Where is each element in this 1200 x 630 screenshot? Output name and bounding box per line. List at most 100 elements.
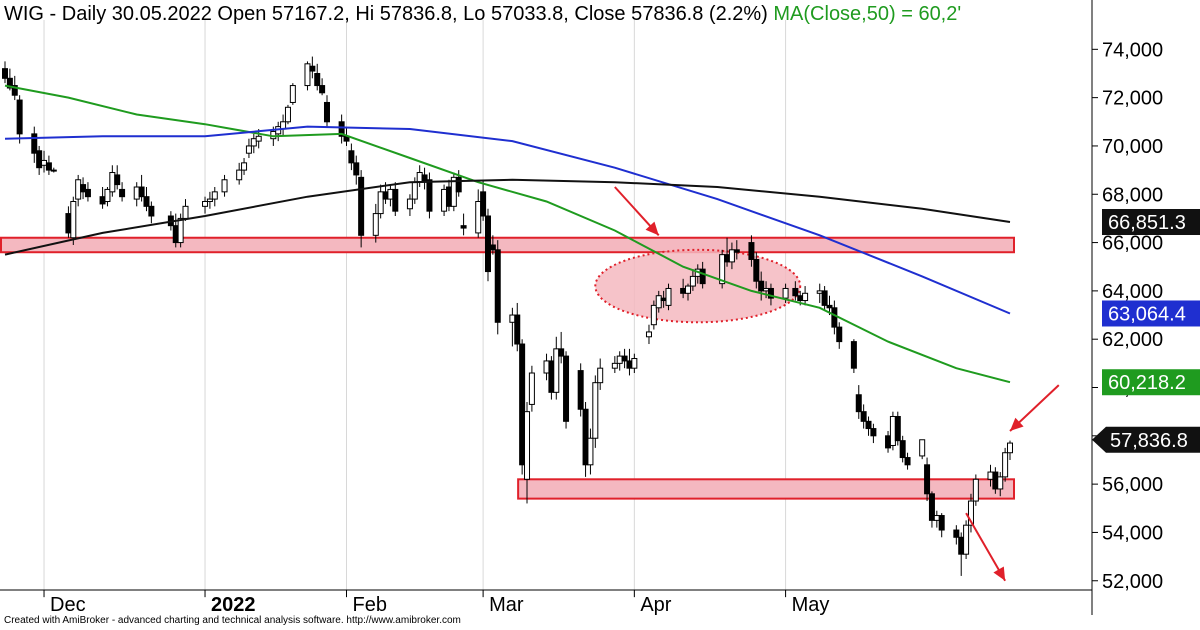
candle-down	[80, 184, 87, 193]
candle-down	[148, 205, 155, 217]
ma200-value-box	[1102, 209, 1200, 236]
candle-down	[36, 150, 43, 169]
candle-down	[519, 343, 526, 466]
candle-down	[114, 174, 121, 186]
candle-up	[304, 63, 311, 87]
candle-up	[763, 287, 770, 292]
candle-up	[41, 159, 48, 166]
candle-down	[621, 355, 628, 362]
candle-down	[65, 213, 72, 234]
candle-down	[699, 268, 706, 285]
chart-title: WIG - Daily 30.05.2022 Open 57167.2, Hi …	[4, 3, 1084, 26]
candle-up	[782, 287, 789, 299]
candle-up	[655, 295, 662, 309]
ma50-value-box	[1102, 369, 1200, 396]
candle-down	[2, 68, 8, 79]
candle-up	[997, 476, 1004, 490]
candle-down	[338, 121, 345, 137]
candle-up	[377, 191, 384, 215]
candle-down	[826, 304, 833, 309]
y-tick-label: 70,000	[1102, 136, 1163, 158]
y-tick-label: 54,000	[1102, 522, 1163, 544]
ma50-value-label: 60,218.2	[1108, 372, 1186, 394]
candle-down	[489, 244, 496, 251]
candle-down	[860, 411, 867, 422]
candle-up	[509, 314, 516, 323]
candle-down	[748, 242, 755, 260]
candle-up	[611, 362, 618, 369]
candle-down	[16, 99, 23, 135]
candle-up	[416, 172, 423, 183]
candle-down	[31, 133, 38, 154]
candle-up	[645, 331, 652, 338]
candle-down	[392, 188, 399, 212]
candle-down	[582, 408, 589, 466]
candle-up	[528, 372, 535, 405]
y-tick-label: 72,000	[1102, 88, 1163, 110]
candle-down	[484, 215, 491, 273]
candle-up	[1002, 452, 1009, 478]
candle-down	[11, 85, 18, 96]
candle-down	[119, 188, 126, 198]
candle-down	[733, 249, 740, 253]
last-close-label: 57,836.8	[1110, 430, 1188, 452]
candle-up	[919, 439, 926, 457]
candle-up	[816, 290, 823, 294]
candle-up	[372, 213, 379, 236]
candle-down	[445, 186, 452, 207]
candle-up	[889, 415, 896, 446]
candle-down	[899, 440, 906, 459]
candle-down	[323, 101, 330, 123]
candle-down	[865, 420, 872, 430]
candle-up	[543, 360, 550, 374]
candle-down	[6, 77, 13, 89]
y-tick-label: 74,000	[1102, 39, 1163, 61]
ma200-line	[4, 178, 1011, 256]
candle-down	[894, 415, 901, 442]
candle-up	[665, 287, 672, 306]
candle-up	[967, 500, 974, 526]
candle-down	[460, 225, 467, 229]
candle-down	[870, 428, 877, 437]
candle-up	[963, 524, 970, 555]
candle-up	[245, 145, 252, 154]
last-close-box	[1092, 426, 1200, 453]
x-tick-label: Feb	[353, 594, 387, 616]
candle-down	[855, 394, 862, 413]
candle-down	[724, 254, 731, 263]
candle-down	[885, 435, 892, 449]
candle-down	[353, 162, 360, 176]
candle-down	[758, 280, 765, 292]
axis-layer: 74,000 72,000 70,000 68,000 66,000 64,000 62,0…	[0, 0, 1200, 616]
candle-down	[767, 287, 774, 299]
candle-up	[289, 85, 296, 103]
candle-up	[597, 367, 604, 384]
candle-up	[284, 106, 291, 123]
candle-up	[255, 135, 262, 142]
candle-up	[650, 304, 657, 326]
candle-up	[241, 162, 248, 171]
candle-up	[75, 179, 82, 200]
candle-down	[358, 176, 365, 236]
candle-down	[480, 191, 487, 217]
candle-down	[953, 529, 960, 538]
candle-down	[382, 191, 389, 200]
candle-up	[70, 201, 77, 239]
candle-down	[792, 287, 799, 297]
candle-down	[172, 225, 179, 244]
candle-up	[109, 172, 116, 193]
arrow-down-head	[993, 566, 1006, 581]
candle-down	[831, 307, 838, 328]
candle-down	[958, 536, 965, 555]
candle-down	[494, 249, 501, 323]
lower-support-zone	[517, 478, 1015, 500]
x-tick-label: Mar	[489, 594, 524, 616]
moving-average-layer	[4, 84, 1011, 384]
arrow-down	[965, 512, 1006, 582]
candle-up	[1007, 442, 1013, 454]
candle-up	[553, 348, 560, 393]
arrow-to-last-candle-head	[1010, 417, 1024, 431]
footer-credit: Created with AmiBroker - advanced charti…	[4, 615, 461, 626]
ma100-line	[4, 125, 1011, 315]
